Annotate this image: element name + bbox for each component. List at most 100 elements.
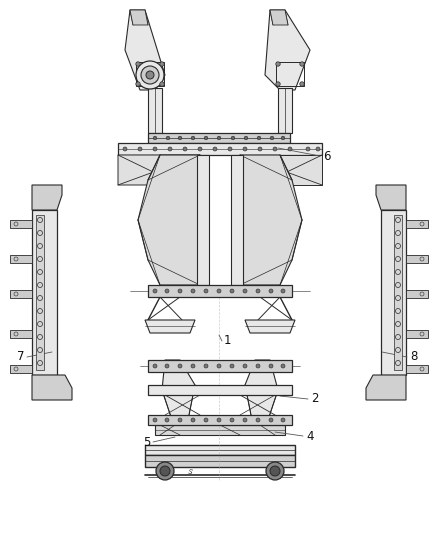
Text: 5: 5 <box>143 435 150 448</box>
Bar <box>36 215 44 370</box>
Bar <box>381 210 406 375</box>
Circle shape <box>141 66 159 84</box>
Circle shape <box>191 136 195 140</box>
Polygon shape <box>145 320 195 333</box>
Circle shape <box>270 136 274 140</box>
Bar <box>10 220 32 228</box>
Bar <box>145 455 295 467</box>
Polygon shape <box>32 375 72 400</box>
Text: 8: 8 <box>410 351 417 364</box>
Bar <box>231 155 243 285</box>
Circle shape <box>217 364 221 368</box>
Text: $\mathcal{S}$: $\mathcal{S}$ <box>187 467 193 477</box>
Circle shape <box>153 364 157 368</box>
Bar <box>406 220 428 228</box>
Circle shape <box>258 147 262 151</box>
Circle shape <box>288 147 292 151</box>
Bar <box>10 255 32 263</box>
Polygon shape <box>118 155 200 185</box>
Text: 7: 7 <box>17 351 24 364</box>
Circle shape <box>228 147 232 151</box>
Circle shape <box>306 147 310 151</box>
Bar <box>197 155 209 285</box>
Circle shape <box>230 418 234 422</box>
Circle shape <box>178 289 182 293</box>
Circle shape <box>273 147 277 151</box>
Circle shape <box>244 136 248 140</box>
Circle shape <box>316 147 320 151</box>
Circle shape <box>231 136 235 140</box>
Circle shape <box>168 147 172 151</box>
Polygon shape <box>245 360 278 420</box>
Circle shape <box>269 418 273 422</box>
Circle shape <box>153 147 157 151</box>
Circle shape <box>256 418 260 422</box>
Circle shape <box>256 289 260 293</box>
Bar <box>394 215 402 370</box>
Circle shape <box>204 364 208 368</box>
Circle shape <box>166 136 170 140</box>
Text: 1: 1 <box>224 335 232 348</box>
Bar <box>276 62 304 86</box>
Polygon shape <box>240 155 302 285</box>
Circle shape <box>191 289 195 293</box>
Circle shape <box>160 82 164 86</box>
Circle shape <box>156 462 174 480</box>
Polygon shape <box>245 320 295 333</box>
Circle shape <box>281 364 285 368</box>
Bar <box>406 330 428 338</box>
Circle shape <box>153 289 157 293</box>
Circle shape <box>165 364 169 368</box>
Polygon shape <box>125 10 165 90</box>
Circle shape <box>178 136 182 140</box>
Circle shape <box>165 418 169 422</box>
Circle shape <box>217 418 221 422</box>
Circle shape <box>138 147 142 151</box>
Circle shape <box>204 418 208 422</box>
Circle shape <box>300 82 304 86</box>
Circle shape <box>191 418 195 422</box>
Circle shape <box>243 289 247 293</box>
Bar <box>148 385 292 395</box>
Circle shape <box>276 82 280 86</box>
Circle shape <box>269 364 273 368</box>
Circle shape <box>266 462 284 480</box>
Text: 2: 2 <box>311 392 318 406</box>
Text: 4: 4 <box>306 430 314 442</box>
Circle shape <box>136 82 140 86</box>
Polygon shape <box>130 10 148 25</box>
Bar <box>148 285 292 297</box>
Circle shape <box>191 364 195 368</box>
Circle shape <box>281 418 285 422</box>
Polygon shape <box>32 185 62 210</box>
Circle shape <box>230 289 234 293</box>
Circle shape <box>217 136 221 140</box>
Polygon shape <box>155 425 285 435</box>
Text: 6: 6 <box>323 149 331 163</box>
Circle shape <box>256 364 260 368</box>
Circle shape <box>136 61 164 89</box>
Polygon shape <box>265 10 310 90</box>
Circle shape <box>165 289 169 293</box>
Circle shape <box>217 289 221 293</box>
Circle shape <box>243 418 247 422</box>
Circle shape <box>183 147 187 151</box>
Circle shape <box>123 147 127 151</box>
Circle shape <box>281 136 285 140</box>
Polygon shape <box>270 10 288 25</box>
Bar <box>10 365 32 373</box>
Circle shape <box>178 418 182 422</box>
Bar <box>148 133 290 143</box>
Polygon shape <box>376 185 406 210</box>
Bar <box>32 210 57 375</box>
Circle shape <box>270 466 280 476</box>
Bar <box>406 255 428 263</box>
Bar <box>406 290 428 298</box>
Bar <box>148 360 292 372</box>
Bar <box>278 88 292 133</box>
Circle shape <box>153 136 157 140</box>
Circle shape <box>204 136 208 140</box>
Bar <box>118 143 322 155</box>
Circle shape <box>243 364 247 368</box>
Circle shape <box>160 466 170 476</box>
